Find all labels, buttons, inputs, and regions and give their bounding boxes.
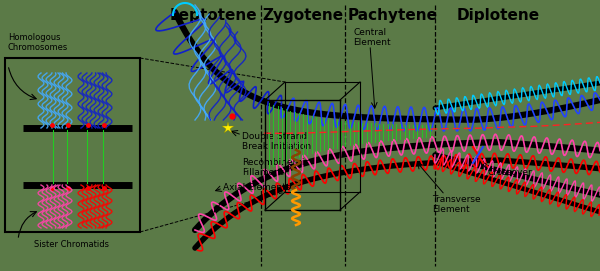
Text: Recombinergic
Fillament: Recombinergic Fillament [242,158,310,178]
Text: Homologous
Chromosomes: Homologous Chromosomes [8,33,68,52]
Bar [5,58,140,232]
Text: Double Strand
Break Initiation: Double Strand Break Initiation [242,132,311,151]
Text: Pachytene: Pachytene [348,8,438,23]
Text: Leptotene: Leptotene [169,8,257,23]
Text: Sister Chromatids: Sister Chromatids [35,240,110,249]
Text: Diplotene: Diplotene [457,8,539,23]
Text: Zygotene: Zygotene [262,8,344,23]
Text: Transverse
Element: Transverse Element [432,195,481,214]
Text: Crossover: Crossover [487,168,532,177]
Text: Axial Elements: Axial Elements [223,183,290,192]
Text: Central
Element: Central Element [353,28,391,47]
